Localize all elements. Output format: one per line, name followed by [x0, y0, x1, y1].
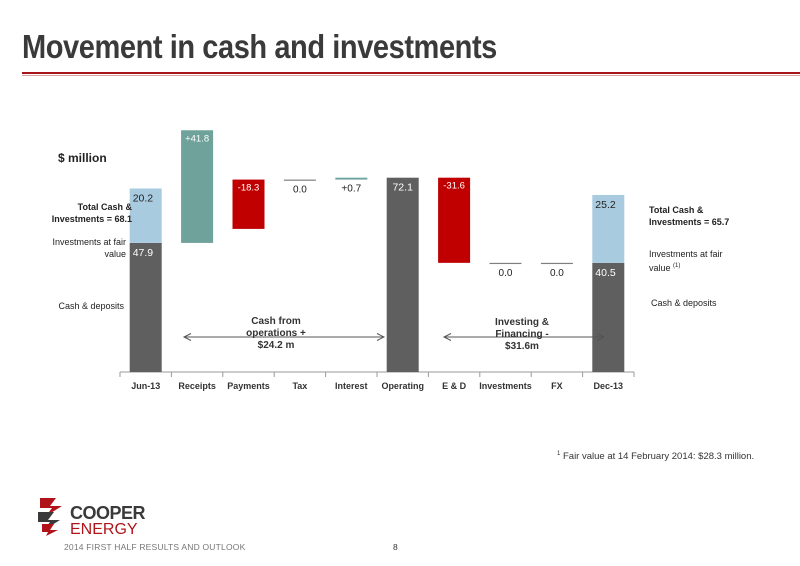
x-tick-label-e-d: E & D — [442, 381, 467, 391]
data-label-operating: 72.1 — [392, 182, 413, 194]
right-fair-value-text: Investments at fair value — [649, 249, 723, 273]
bar-investments — [489, 262, 522, 265]
x-tick-label-jun-13: Jun-13 — [131, 381, 160, 391]
left-fair-value-label: Investments at fair value — [52, 237, 126, 259]
data-label-payments: -18.3 — [238, 183, 260, 194]
right-fair-value-marker: (1) — [673, 263, 681, 269]
data-label-jun-13-investments-at-fair-value: 20.2 — [133, 192, 154, 204]
logo-word-cooper: COOPER — [70, 503, 146, 523]
bar-e-d — [438, 177, 471, 263]
x-tick-label-dec-13: Dec-13 — [594, 381, 624, 391]
logo-word-energy: ENERGY — [70, 521, 138, 538]
footnote-text: Fair value at 14 February 2014: $28.3 mi… — [560, 451, 755, 463]
footnote: 1 Fair value at 14 February 2014: $28.3 … — [557, 448, 754, 463]
page-title: Movement in cash and investments — [22, 28, 497, 65]
unit-label: $ million — [58, 151, 107, 165]
x-tick-label-interest: Interest — [335, 381, 368, 391]
x-tick-label-operating: Operating — [381, 381, 424, 391]
footnote-marker: 1 — [557, 451, 561, 457]
ops-bracket-arrow-left-head — [182, 333, 192, 341]
bar-fx — [540, 262, 573, 265]
data-label-fx: 0.0 — [550, 268, 564, 279]
data-label-dec-13-cash-deposits: 40.5 — [595, 267, 616, 279]
bar-payments — [232, 179, 265, 229]
cooper-energy-logo-icon — [38, 498, 62, 536]
right-total-label: Total Cash & Investments = 65.7 — [649, 205, 730, 227]
footer-text: 2014 FIRST HALF RESULTS AND OUTLOOK — [64, 542, 246, 552]
data-label-receipts: +41.8 — [185, 133, 209, 144]
data-label-jun-13-cash-deposits: 47.9 — [133, 247, 154, 259]
title-rule — [22, 72, 800, 74]
inv-bracket-arrow-right-head — [596, 333, 606, 341]
data-label-investments: 0.0 — [499, 268, 513, 279]
data-label-interest: +0.7 — [341, 184, 361, 195]
bar-jun-13-investments-at-fair-value — [129, 188, 162, 243]
bar-tax — [283, 179, 316, 181]
x-tick-label-fx: FX — [551, 381, 563, 391]
inv-bracket-arrow-left-head — [442, 333, 452, 341]
data-label-e-d: -31.6 — [443, 181, 465, 192]
title-rule-shadow — [22, 75, 800, 76]
data-label-dec-13-investments-at-fair-value: 25.2 — [595, 199, 616, 211]
bar-dec-13-cash-deposits — [592, 262, 625, 372]
bar-interest — [335, 177, 368, 180]
bar-jun-13-cash-deposits — [129, 242, 162, 372]
left-total-label: Total Cash & Investments = 68.1 — [51, 202, 132, 224]
left-cash-label: Cash & deposits — [58, 301, 124, 311]
bar-receipts — [181, 130, 214, 243]
right-cash-label: Cash & deposits — [651, 298, 717, 308]
x-tick-label-payments: Payments — [227, 381, 270, 391]
ops-bracket-label: Cash from operations + $24.2 m — [246, 316, 306, 351]
x-tick-label-tax: Tax — [292, 381, 307, 391]
data-label-tax: 0.0 — [293, 185, 307, 196]
x-tick-label-investments: Investments — [479, 381, 532, 391]
inv-bracket-label: Investing & Financing - $31.6m — [495, 317, 549, 352]
right-fair-value-label: Investments at fair value (1) — [649, 248, 729, 274]
page-number: 8 — [393, 542, 398, 552]
bar-operating — [386, 177, 419, 372]
x-tick-label-receipts: Receipts — [178, 381, 216, 391]
ops-bracket-arrow-right-head — [376, 333, 386, 341]
bar-dec-13-investments-at-fair-value — [592, 194, 625, 263]
